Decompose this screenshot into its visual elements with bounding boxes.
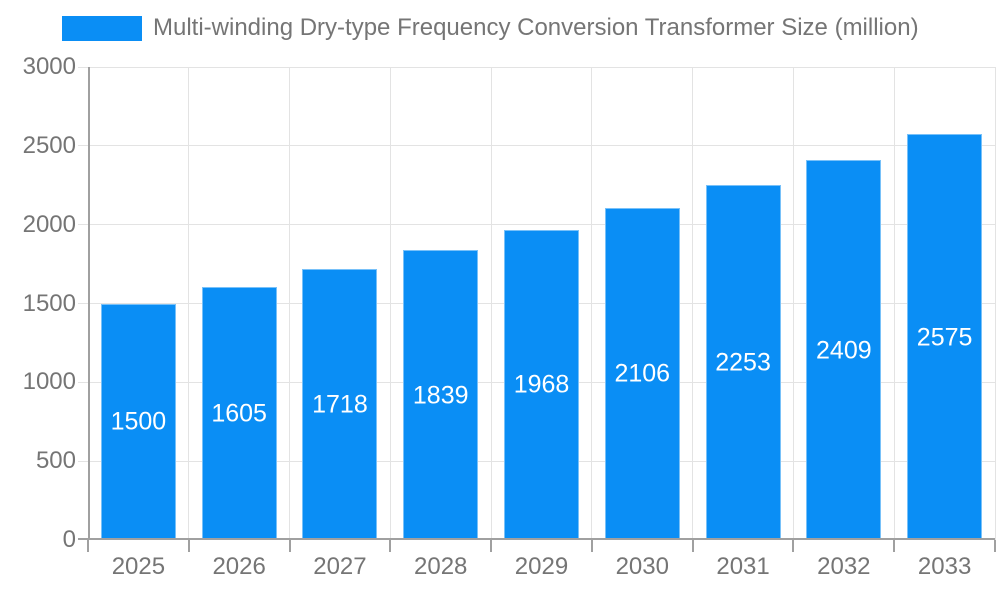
x-axis-tick [389,540,392,552]
x-axis-tick-label: 2025 [111,553,166,580]
horizontal-gridline [78,224,995,226]
x-axis-tick [691,540,694,552]
vertical-gridline [289,67,291,540]
bar[interactable]: 1500 [100,303,176,540]
horizontal-gridline [78,145,995,147]
vertical-gridline [994,67,996,540]
x-axis-tick [590,540,593,552]
x-axis-tick [87,540,89,552]
plot-area: 1500 1605 1718 1839 1968 2106 2253 2409 2575 [78,66,996,552]
vertical-gridline [893,67,895,540]
x-axis-tick-label: 2032 [817,553,871,580]
y-axis-tick-label: 0 [62,526,76,553]
horizontal-gridline [78,66,995,68]
bar-value-label: 1605 [211,399,267,428]
vertical-gridline [389,67,391,540]
legend-item[interactable]: Multi-winding Dry-type Frequency Convers… [62,14,919,42]
x-axis-tick [994,540,996,552]
x-axis-tick-label: 2028 [414,553,468,580]
vertical-gridline [792,67,794,540]
x-axis-line [78,538,995,540]
bar[interactable]: 1839 [403,250,479,540]
y-axis-line [88,67,90,540]
bar[interactable]: 1968 [504,229,579,540]
bar[interactable]: 2575 [907,134,983,540]
bar-value-label: 1839 [412,381,469,410]
bar-value-label: 2253 [715,348,771,377]
vertical-gridline [692,67,694,540]
bar-value-label: 1968 [513,370,570,399]
x-axis-tick [187,540,190,552]
legend-swatch [62,15,142,41]
x-axis-tick [288,540,291,552]
y-axis-tick-label: 1500 [22,289,76,317]
x-axis-tick [893,540,896,552]
bar-value-label: 1718 [312,390,368,419]
bar[interactable]: 2409 [806,160,882,540]
y-axis-tick-label: 1000 [22,368,76,396]
vertical-gridline [188,67,190,540]
bar[interactable]: 1718 [302,269,378,540]
x-axis-tick-label: 2026 [212,553,266,580]
bar[interactable]: 1605 [201,286,277,540]
bar-value-label: 2409 [816,336,872,365]
vertical-gridline [591,67,593,540]
bar[interactable]: 2253 [705,184,781,540]
y-axis-tick-label: 500 [35,447,76,475]
y-axis-tick-label: 3000 [22,53,76,80]
x-axis-tick-label: 2029 [514,553,569,580]
bar[interactable]: 2106 [604,207,680,540]
x-axis-tick-label: 2027 [313,553,367,580]
vertical-gridline [490,67,492,540]
bar-value-label: 2106 [614,359,671,388]
x-axis-tick-label: 2030 [615,553,669,580]
legend-label: Multi-winding Dry-type Frequency Convers… [153,14,919,41]
bar-value-label: 2575 [916,323,973,351]
x-axis-tick [490,540,493,552]
y-axis-tick-label: 2500 [22,131,76,159]
x-axis-tick [792,540,795,552]
x-axis-tick-label: 2033 [917,553,972,580]
x-axis-tick-label: 2031 [716,553,770,580]
y-axis-tick-label: 2000 [22,210,76,238]
bar-value-label: 1500 [110,407,167,436]
